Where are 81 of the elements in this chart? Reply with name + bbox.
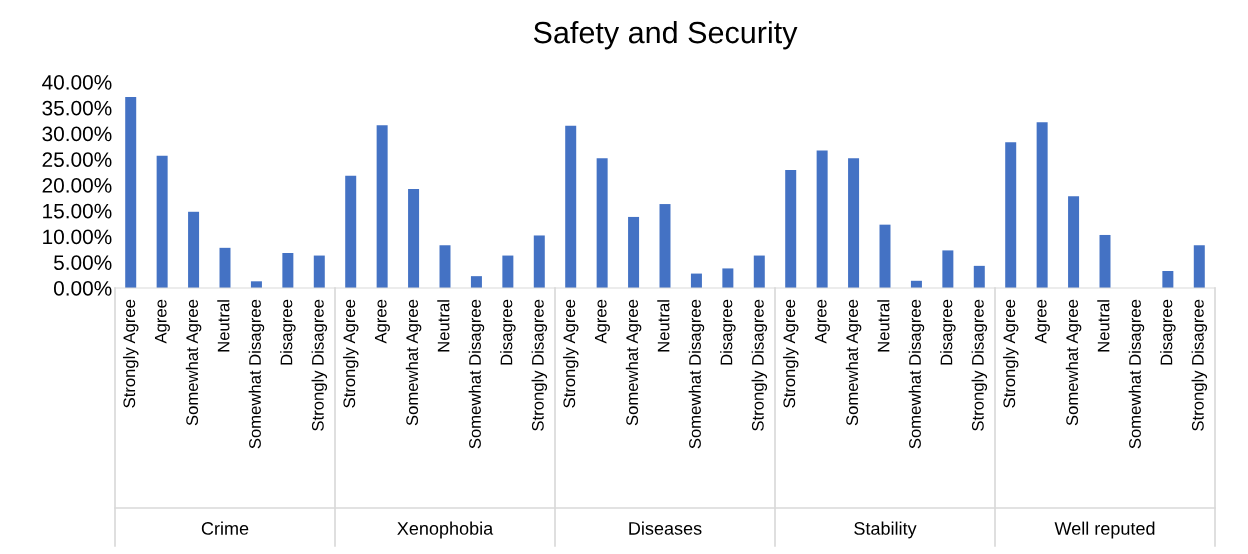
x-tick-label: Somewhat Disagree: [688, 299, 705, 449]
x-tick-label: Neutral: [217, 300, 230, 352]
bar: [565, 125, 577, 288]
y-tick-label: 40.00%: [42, 75, 112, 90]
bar: [156, 155, 168, 288]
bar: [125, 96, 137, 288]
bar: [753, 255, 765, 288]
x-tick-label: Disagree: [1160, 299, 1176, 365]
bar: [973, 265, 985, 288]
x-tick-label: Strongly Disagree: [531, 299, 548, 431]
bar: [1036, 122, 1048, 288]
text: Diseases: [629, 521, 702, 535]
y-tick-label: 20.00%: [42, 178, 112, 193]
bar: [345, 175, 357, 288]
bar: [219, 247, 231, 288]
bar: [502, 255, 514, 288]
chart-title: Safety and Security: [533, 20, 798, 50]
x-tick-label: Neutral: [877, 300, 890, 352]
bar: [596, 158, 608, 288]
bar: [282, 252, 294, 288]
y-tick-label: 30.00%: [42, 126, 112, 142]
y-tick-label: 35.00%: [42, 100, 112, 116]
bar: [816, 150, 828, 288]
x-tick-label: Disagree: [940, 299, 956, 365]
x-tick-label: Somewhat Disagree: [248, 299, 265, 449]
y-tick-label: 5.00%: [53, 255, 112, 270]
x-tick-label: Disagree: [500, 299, 516, 365]
y-tick-label: 15.00%: [43, 203, 112, 219]
bar: [942, 250, 954, 288]
bar: [722, 268, 734, 288]
bar: [408, 189, 420, 288]
y-tick-label: 10.00%: [43, 229, 112, 245]
x-tick-label: Strongly Disagree: [971, 299, 988, 431]
bar: [376, 125, 388, 288]
bar: [1068, 196, 1080, 288]
x-tick-label: Somewhat Agree: [185, 299, 202, 426]
x-tick-label: Agree: [814, 299, 830, 344]
bar: [628, 216, 640, 288]
x-tick-label: Strongly Agree: [342, 299, 359, 408]
x-tick-label: Disagree: [720, 299, 736, 365]
x-tick-label: Strongly Agree: [562, 299, 579, 408]
x-tick-label: Strongly Agree: [122, 299, 139, 408]
text: Well reputed: [1054, 521, 1155, 539]
bar: [533, 235, 545, 288]
x-tick-label: Neutral: [1097, 300, 1110, 352]
y-tick-label: 0.00%: [53, 281, 112, 296]
x-tick-label: Somewhat Agree: [625, 299, 642, 426]
bar: [1162, 271, 1174, 288]
bar: [188, 211, 200, 288]
bar: [470, 276, 482, 288]
x-tick-label: Disagree: [280, 299, 296, 365]
x-tick-label: Somewhat Agree: [405, 299, 422, 426]
x-tick-label: Somewhat Disagree: [908, 299, 925, 449]
text: Xenophobia: [397, 521, 494, 539]
x-tick-label: Somewhat Agree: [845, 299, 862, 426]
text: Crime: [201, 521, 249, 535]
text: Stability: [854, 521, 917, 539]
y-tick-label: 25.00%: [42, 152, 112, 167]
bar: [848, 158, 860, 288]
x-tick-label: Neutral: [437, 300, 450, 352]
x-tick-label: Somewhat Disagree: [468, 299, 485, 449]
x-tick-label: Somewhat Disagree: [1128, 299, 1145, 449]
bar: [1099, 234, 1111, 288]
x-tick-label: Neutral: [657, 300, 670, 352]
x-tick-label: Agree: [1034, 299, 1050, 344]
x-tick-label: Strongly Agree: [782, 299, 799, 408]
bar: [659, 204, 671, 288]
x-tick-label: Agree: [154, 299, 170, 344]
bar: [879, 224, 891, 288]
x-tick-label: Somewhat Agree: [1065, 299, 1082, 426]
bar: [690, 273, 702, 288]
bar: [313, 255, 325, 288]
x-tick-label: Strongly Disagree: [751, 299, 768, 431]
x-tick-label: Agree: [594, 299, 610, 344]
bar: [1005, 142, 1017, 288]
bar: [785, 170, 797, 288]
x-tick-label: Strongly Disagree: [311, 299, 328, 431]
x-tick-label: Strongly Disagree: [1191, 299, 1208, 431]
x-tick-label: Agree: [374, 299, 390, 344]
bar: [1193, 245, 1205, 288]
x-tick-label: Strongly Agree: [1002, 299, 1019, 408]
